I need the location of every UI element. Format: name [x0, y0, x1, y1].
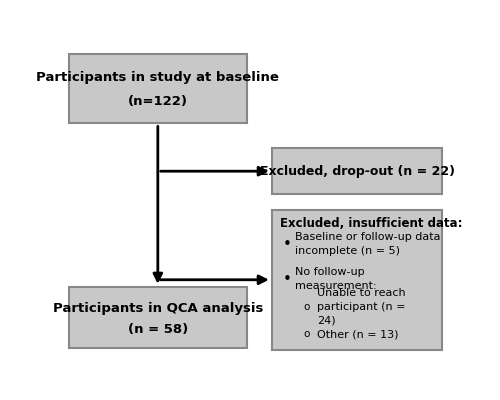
Text: (n = 58): (n = 58) [128, 322, 188, 336]
FancyBboxPatch shape [272, 148, 442, 194]
Text: Baseline or follow-up data
incomplete (n = 5): Baseline or follow-up data incomplete (n… [295, 232, 440, 256]
Text: o: o [304, 330, 310, 340]
FancyBboxPatch shape [272, 210, 442, 350]
Text: Unable to reach
participant (n =
24): Unable to reach participant (n = 24) [316, 288, 406, 326]
Text: •: • [282, 272, 292, 286]
Text: Excluded, drop-out (n = 22): Excluded, drop-out (n = 22) [260, 165, 454, 178]
Text: Participants in study at baseline: Participants in study at baseline [36, 71, 280, 84]
Text: Other (n = 13): Other (n = 13) [316, 330, 398, 340]
FancyBboxPatch shape [68, 287, 247, 348]
Text: (n=122): (n=122) [128, 95, 188, 108]
Text: Excluded, insufficient data:: Excluded, insufficient data: [280, 217, 462, 230]
Text: No follow-up
measurement:: No follow-up measurement: [295, 267, 376, 291]
Text: Participants in QCA analysis: Participants in QCA analysis [52, 302, 263, 315]
FancyBboxPatch shape [68, 54, 247, 124]
Text: o: o [304, 302, 310, 312]
Text: •: • [282, 237, 292, 252]
